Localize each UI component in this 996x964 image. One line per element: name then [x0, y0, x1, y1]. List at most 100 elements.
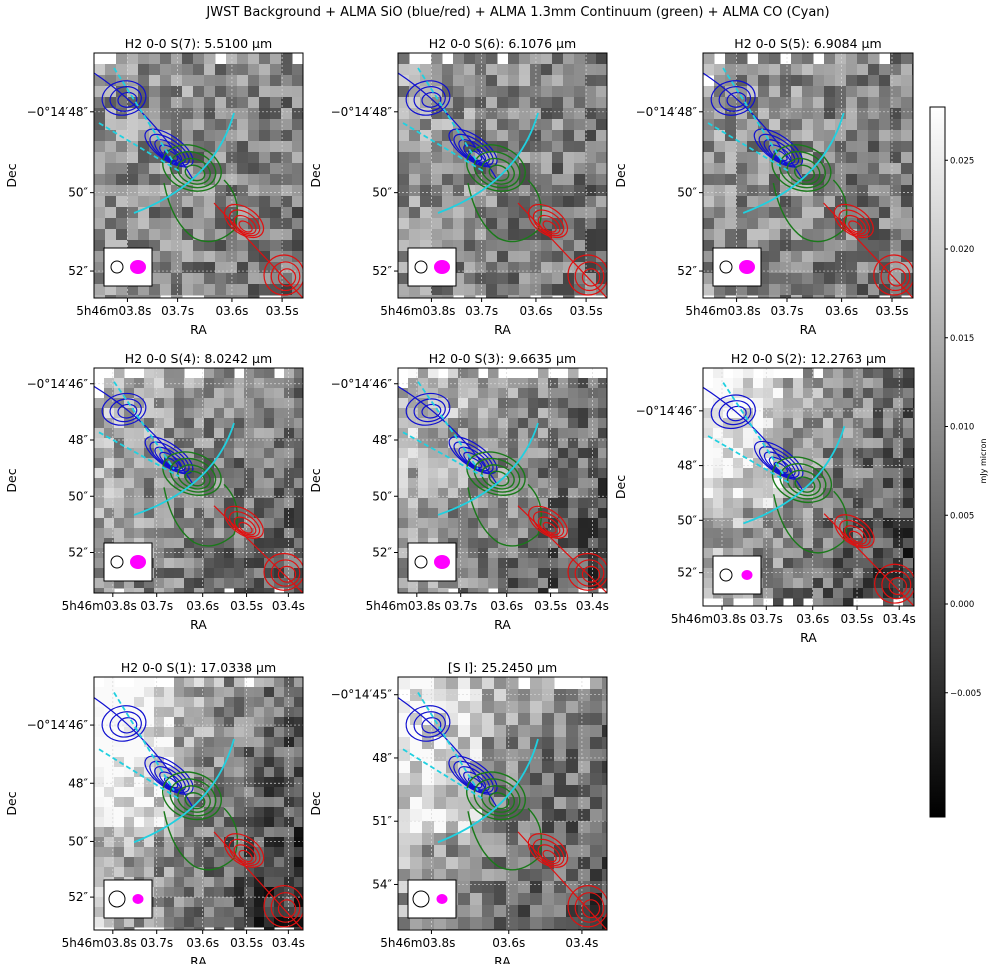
co-cyan-dashed — [113, 381, 175, 470]
sio-red-contour — [833, 203, 874, 239]
sio-red-contour — [517, 202, 607, 298]
jwst-psf-circle — [414, 260, 428, 274]
x-tick-label: 5h46m03.8s — [380, 304, 455, 318]
continuum-green-contour — [779, 463, 827, 500]
y-tick-label: 48″ — [677, 459, 697, 473]
co-cyan-arc — [437, 422, 539, 516]
sio-blue-contour — [421, 717, 442, 734]
sio-red-contour — [574, 261, 605, 292]
sio-blue-contour — [458, 766, 490, 792]
sio-red-contour — [542, 521, 557, 534]
sio-blue-contour — [718, 400, 752, 426]
alma-beam-ellipse — [132, 894, 144, 904]
beam-inset — [103, 247, 153, 287]
alma-beam-ellipse — [130, 555, 146, 569]
sio-red-contour — [823, 202, 913, 298]
sio-red-contour — [537, 214, 561, 235]
sio-blue-contour — [101, 705, 147, 742]
alma-beam-ellipse — [436, 894, 448, 904]
panel-title: H2 0-0 S(6): 6.1076 µm — [429, 36, 576, 51]
sio-red-contour — [263, 885, 303, 928]
sio-red-contour — [277, 899, 297, 919]
continuum-green-contour — [162, 451, 222, 496]
x-axis-label: RA — [494, 322, 511, 337]
continuum-green-contour — [169, 457, 217, 493]
co-cyan-dashed — [722, 382, 785, 476]
panel-title: [S I]: 25.2450 µm — [448, 660, 557, 675]
x-tick-label: 03.7s — [161, 304, 194, 318]
x-tick-label: 03.5s — [876, 304, 909, 318]
continuum-green-contour — [467, 807, 542, 871]
colorbar: 0.025 0.020 0.015 0.010 0.005 0.000 −0.005 mJy … — [929, 106, 988, 818]
x-tick-label: 03.5s — [266, 304, 299, 318]
beam-inset — [103, 879, 153, 919]
co-cyan-dashed — [722, 67, 785, 164]
sio-red-contour — [517, 505, 607, 593]
sio-blue-contour — [763, 451, 796, 477]
continuum-green-contour — [163, 179, 238, 243]
colorbar-tick-label: 0.025 — [950, 156, 974, 166]
sio-blue-contour — [164, 456, 179, 469]
jwst-psf-circle — [414, 555, 428, 569]
x-axis-label: RA — [800, 630, 817, 645]
continuum-green-contour — [473, 778, 521, 817]
x-tick-label: 03.6s — [519, 304, 552, 318]
y-tick-label: −0°14′48″ — [27, 105, 89, 119]
sio-blue-contour — [405, 705, 451, 742]
panel-frame — [93, 52, 304, 299]
y-tick-label: 48″ — [372, 751, 392, 765]
sio-blue-contour — [405, 392, 451, 426]
panel-frame — [397, 52, 608, 299]
sio-blue-contour — [144, 128, 194, 168]
alma-contours — [94, 692, 303, 930]
sio-red-contour — [233, 844, 257, 865]
y-tick-label: 52″ — [68, 264, 88, 278]
sio-blue-contour — [398, 72, 499, 182]
sio-blue-contour — [94, 72, 195, 182]
sio-red-contour — [581, 268, 601, 287]
sio-red-contour — [238, 220, 253, 233]
continuum-green-contour — [786, 157, 821, 185]
panel-title: H2 0-0 S(1): 17.0338 µm — [121, 660, 276, 675]
panel-1: H2 0-0 S(7): 5.5100 µm −0°14′48″ 50″ 52″ 5h4… — [4, 36, 304, 337]
x-tick-label: 03.4s — [272, 936, 305, 950]
co-cyan-arc — [133, 738, 235, 844]
x-tick-label: 5h46m03.8s — [671, 612, 746, 626]
y-tick-label: −0°14′45″ — [331, 688, 393, 702]
panel-frame — [93, 676, 304, 931]
sio-red-contour — [567, 552, 607, 591]
sio-red-contour — [238, 849, 253, 863]
continuum-green-contour — [162, 144, 222, 192]
jwst-psf-circle — [108, 890, 126, 908]
alma-contours — [398, 692, 607, 930]
sio-blue-contour — [468, 149, 483, 162]
sio-blue-contour — [164, 776, 179, 789]
sio-blue-contour — [703, 72, 804, 182]
sio-red-contour — [888, 577, 908, 595]
x-tick-label: 5h46m03.8s — [685, 304, 760, 318]
sio-red-contour — [228, 511, 261, 538]
sio-red-contour — [532, 511, 565, 538]
sio-blue-contour — [421, 91, 442, 108]
sio-blue-contour — [94, 385, 195, 486]
y-tick-label: 52″ — [372, 546, 392, 560]
sio-blue-contour — [710, 80, 756, 116]
sio-red-contour — [228, 209, 261, 237]
sio-red-contour — [223, 833, 265, 868]
x-tick-label: 03.6s — [825, 304, 858, 318]
x-axis-label: RA — [800, 322, 817, 337]
x-tick-label: 03.4s — [272, 599, 305, 613]
sio-blue-contour — [458, 139, 490, 165]
sio-red-contour — [848, 530, 864, 543]
coordinate-grid — [94, 677, 303, 930]
x-tick-label: 03.4s — [883, 612, 916, 626]
y-tick-label: 48″ — [68, 433, 88, 447]
sio-red-contour — [527, 203, 569, 239]
sio-blue-contour — [109, 86, 142, 112]
coordinate-grid — [398, 677, 607, 930]
sio-red-contour — [542, 849, 557, 863]
sio-blue-contour — [117, 403, 138, 419]
x-axis-label: RA — [494, 954, 511, 964]
y-tick-label: 50″ — [677, 186, 697, 200]
colorbar-tick-label: 0.000 — [950, 600, 974, 610]
